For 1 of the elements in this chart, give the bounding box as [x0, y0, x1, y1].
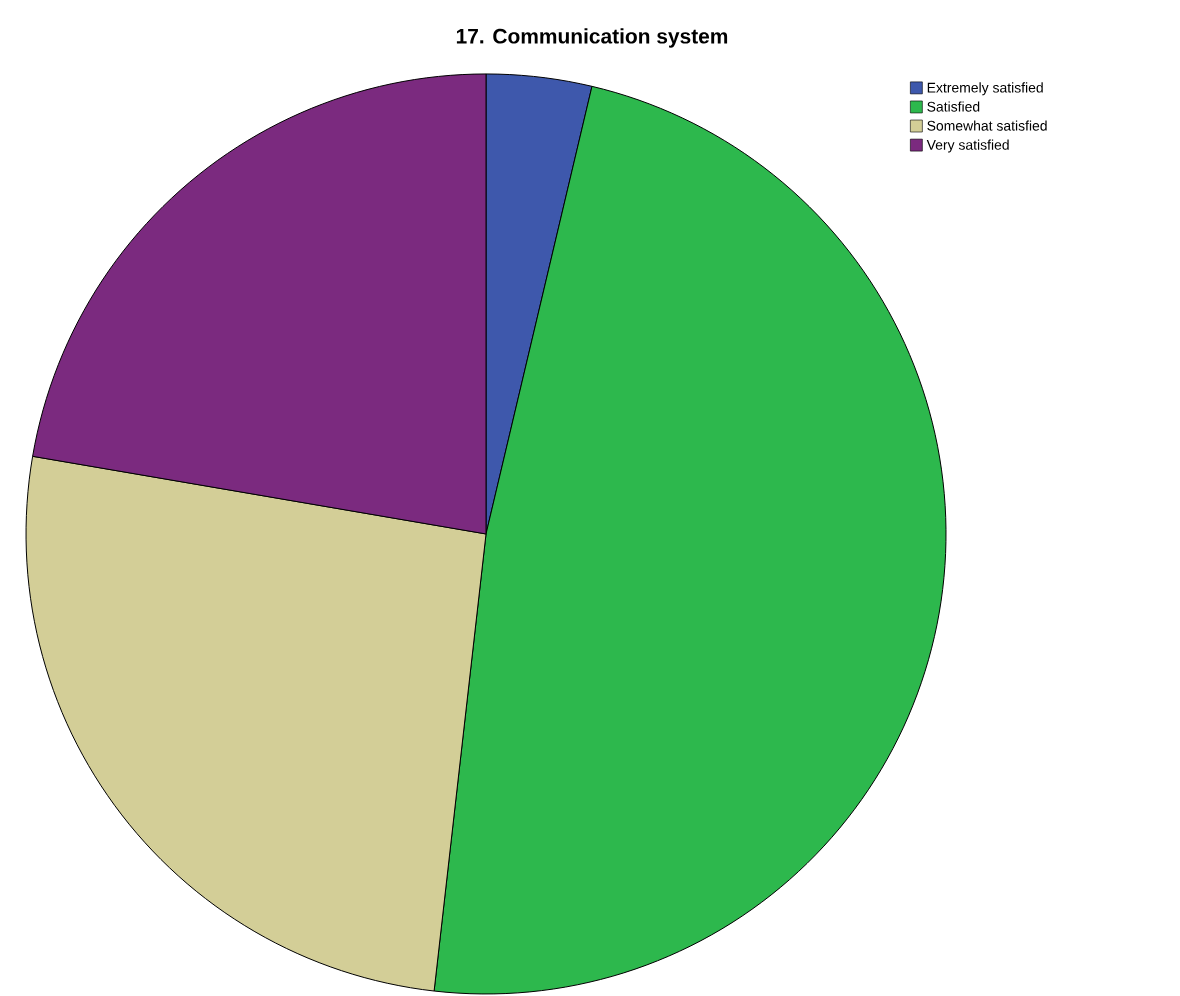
chart-title: 17. Communication system — [456, 28, 728, 48]
